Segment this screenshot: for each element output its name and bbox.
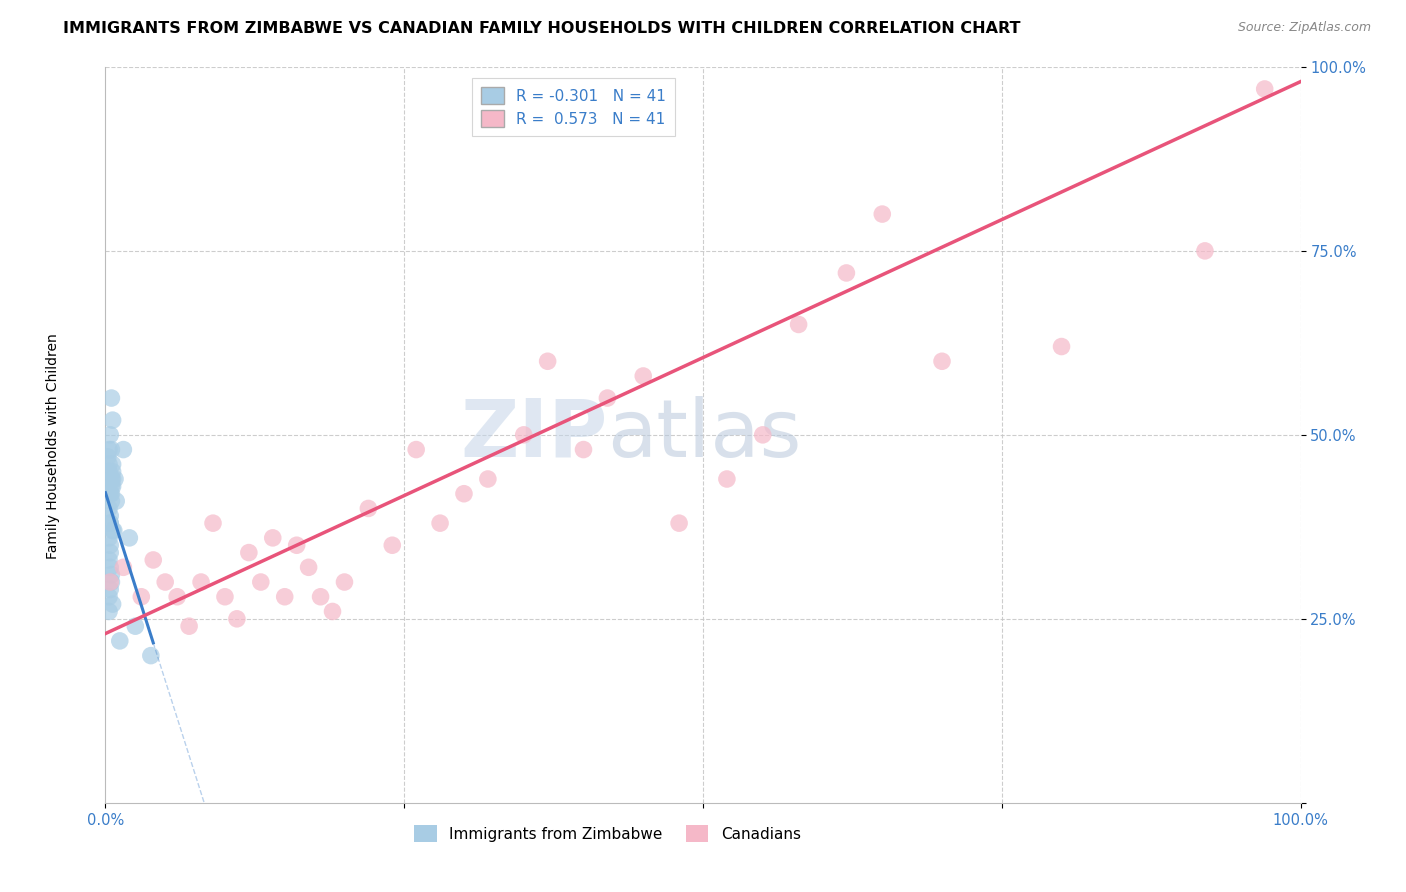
Point: [98, 487, 121, 501]
Point: [98, 574, 121, 589]
Point: [100, 442, 122, 457]
Point: [100, 472, 122, 486]
Point: [787, 318, 810, 332]
Point: [309, 590, 332, 604]
Point: [118, 531, 141, 545]
Point: [250, 574, 273, 589]
Point: [98, 531, 121, 545]
Point: [98, 457, 121, 471]
Point: [751, 427, 773, 442]
Point: [405, 442, 427, 457]
Point: [453, 487, 475, 501]
Point: [98, 582, 121, 597]
Point: [166, 590, 188, 604]
Point: [100, 391, 122, 405]
Point: [536, 354, 558, 368]
Point: [101, 465, 124, 479]
Point: [101, 472, 124, 486]
Point: [225, 612, 249, 626]
Point: [101, 524, 124, 538]
Point: [108, 633, 131, 648]
Point: [103, 524, 125, 538]
Point: [513, 427, 536, 442]
Text: IMMIGRANTS FROM ZIMBABWE VS CANADIAN FAMILY HOUSEHOLDS WITH CHILDREN CORRELATION: IMMIGRANTS FROM ZIMBABWE VS CANADIAN FAM…: [63, 21, 1021, 36]
Point: [98, 545, 121, 560]
Point: [429, 516, 451, 530]
Point: [321, 605, 344, 619]
Point: [333, 574, 356, 589]
Point: [633, 369, 655, 384]
Point: [100, 494, 122, 508]
Point: [190, 574, 212, 589]
Point: [238, 545, 260, 560]
Point: [177, 619, 201, 633]
Text: atlas: atlas: [607, 396, 801, 474]
Point: [98, 501, 121, 516]
Point: [100, 479, 122, 493]
Point: [100, 574, 122, 589]
Point: [1050, 340, 1073, 354]
Point: [214, 590, 236, 604]
Point: [101, 597, 124, 611]
Legend: Immigrants from Zimbabwe, Canadians: Immigrants from Zimbabwe, Canadians: [408, 819, 807, 848]
Point: [97, 450, 120, 464]
Point: [124, 619, 146, 633]
Point: [98, 508, 121, 523]
Point: [101, 457, 124, 471]
Point: [104, 472, 127, 486]
Point: [285, 538, 308, 552]
Point: [153, 574, 177, 589]
Point: [98, 442, 121, 457]
Point: [98, 560, 121, 574]
Point: [931, 354, 953, 368]
Point: [273, 590, 295, 604]
Point: [101, 413, 124, 427]
Point: [716, 472, 738, 486]
Point: [1194, 244, 1216, 258]
Point: [357, 501, 380, 516]
Point: [98, 465, 121, 479]
Point: [98, 605, 121, 619]
Text: Family Households with Children: Family Households with Children: [46, 333, 60, 559]
Point: [596, 391, 619, 405]
Point: [98, 538, 121, 552]
Point: [572, 442, 595, 457]
Point: [98, 427, 121, 442]
Point: [139, 648, 162, 663]
Point: [100, 567, 122, 582]
Point: [835, 266, 858, 280]
Point: [98, 553, 121, 567]
Point: [98, 516, 121, 530]
Point: [202, 516, 225, 530]
Point: [112, 442, 135, 457]
Point: [297, 560, 319, 574]
Point: [142, 553, 165, 567]
Text: ZIP: ZIP: [460, 396, 607, 474]
Point: [105, 494, 128, 508]
Point: [101, 479, 124, 493]
Point: [98, 516, 121, 530]
Point: [112, 560, 135, 574]
Point: [668, 516, 690, 530]
Point: [98, 590, 121, 604]
Point: [1254, 82, 1277, 96]
Point: [381, 538, 404, 552]
Text: Source: ZipAtlas.com: Source: ZipAtlas.com: [1237, 21, 1371, 34]
Point: [100, 487, 122, 501]
Point: [477, 472, 499, 486]
Point: [262, 531, 284, 545]
Point: [129, 590, 153, 604]
Point: [872, 207, 894, 221]
